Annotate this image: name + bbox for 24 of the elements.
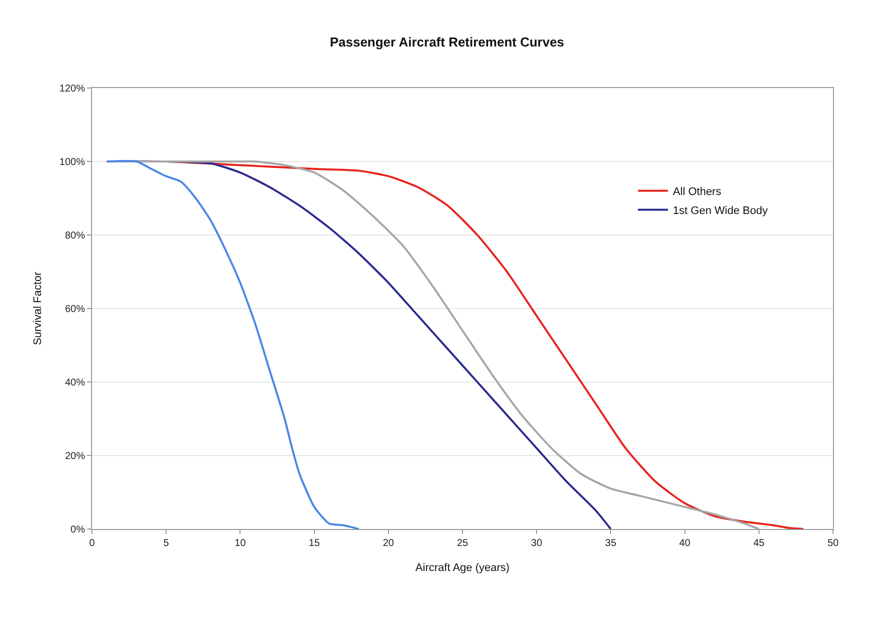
y-tick-label: 120% xyxy=(59,84,86,94)
y-tick-label: 0% xyxy=(70,524,86,536)
x-tick-label: 40 xyxy=(679,538,691,549)
y-tick-label: 20% xyxy=(64,451,86,462)
legend-label: 1st Gen Wide Body xyxy=(672,204,768,217)
y-tick-label: 40% xyxy=(64,378,86,388)
x-axis-title: Aircraft Age (years) xyxy=(415,562,510,574)
x-tick-label: 10 xyxy=(234,538,246,549)
x-tick-label: 0 xyxy=(89,538,96,549)
x-tick-label: 30 xyxy=(531,538,543,549)
x-tick-label: 15 xyxy=(308,538,320,549)
chart-title: Passenger Aircraft Retirement Curves xyxy=(330,34,564,50)
y-tick-label: 80% xyxy=(64,230,86,242)
y-tick-label: 100% xyxy=(59,157,86,168)
legend-label: All Others xyxy=(672,186,722,198)
x-tick-label: 25 xyxy=(456,538,468,549)
y-tick-label: 60% xyxy=(64,304,86,315)
x-tick-label: 45 xyxy=(753,538,765,549)
y-axis-title: Survival Factor xyxy=(32,271,44,346)
line-series xyxy=(106,160,360,529)
x-tick-label: 35 xyxy=(605,538,617,549)
x-tick-label: 20 xyxy=(382,538,394,549)
x-tick-label: 50 xyxy=(827,538,839,549)
x-tick-label: 5 xyxy=(163,538,170,549)
